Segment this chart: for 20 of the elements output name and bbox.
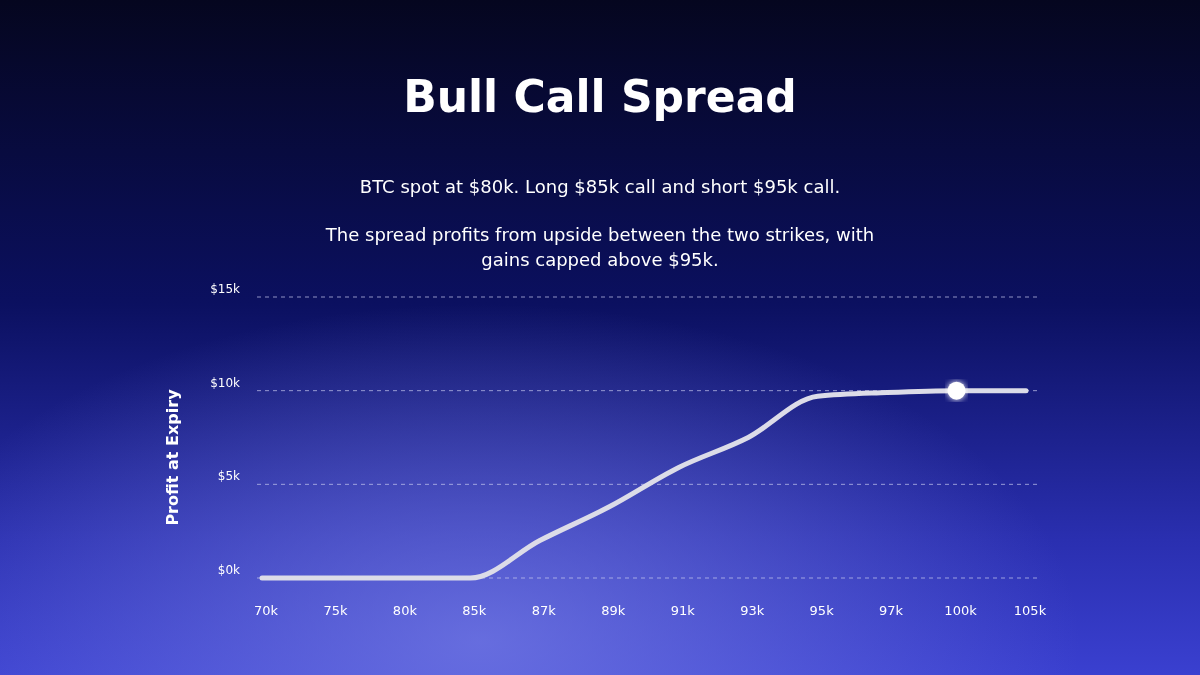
x-tick-label: 85k: [462, 603, 487, 618]
x-tick-label: 97k: [879, 603, 904, 618]
x-tick-label: 75k: [323, 603, 348, 618]
x-tick-label: 70k: [253, 603, 279, 618]
x-tick-label: 89k: [601, 603, 626, 618]
y-axis-title: Profit at Expiry: [163, 388, 182, 526]
x-tick-label: 105k: [1013, 603, 1047, 618]
chart-subtitle: BTC spot at $80k. Long $85k call and short $95k call.: [359, 176, 841, 197]
x-tick-label: 87k: [531, 603, 557, 618]
x-tick-label: 80k: [392, 603, 418, 618]
x-tick-label: 100k: [944, 603, 978, 618]
chart-title: Bull Call Spread: [403, 71, 797, 122]
y-tick-label: $15k: [210, 282, 241, 296]
x-tick-label: 93k: [740, 603, 765, 618]
x-tick-label: 91k: [670, 603, 696, 618]
text: The spread profits from upside between the two strikes, with gains capped above $95k.: [324, 224, 875, 270]
y-tick-label: $5k: [217, 469, 241, 484]
y-tick-label: $0k: [217, 563, 241, 577]
y-tick-label: $10k: [210, 375, 241, 390]
x-tick-label: 95k: [809, 603, 835, 618]
